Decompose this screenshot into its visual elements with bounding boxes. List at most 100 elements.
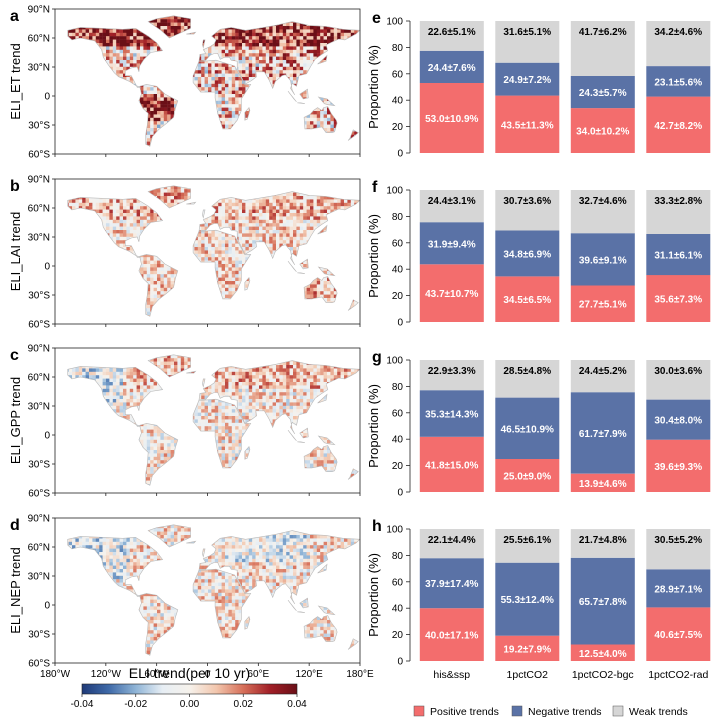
bar-segment-positive-trends bbox=[419, 436, 484, 492]
y-tick-label: 100 bbox=[386, 17, 403, 28]
data-label: 40.6±7.5% bbox=[654, 630, 702, 641]
legend-label: Weak trends bbox=[629, 706, 688, 718]
bar-segment-positive-trends bbox=[646, 96, 711, 153]
colorbar-title: ELI trend(per 10 yr) bbox=[129, 665, 250, 681]
data-label: 65.7±7.8% bbox=[579, 597, 627, 608]
panel-letter: c bbox=[10, 347, 19, 364]
bar-segment-negative-trends bbox=[419, 390, 484, 437]
coastline bbox=[67, 27, 164, 88]
bar-segment-negative-trends bbox=[495, 562, 560, 636]
coastline bbox=[299, 597, 309, 609]
bar-segment-positive-trends bbox=[646, 607, 711, 661]
data-label: 28.5±4.8% bbox=[503, 366, 551, 377]
data-label: 24.4±5.2% bbox=[579, 366, 627, 377]
coastline bbox=[297, 272, 305, 274]
y-tick-label: 80 bbox=[392, 551, 404, 562]
lat-tick-label: 60°N bbox=[28, 34, 50, 45]
data-label: 21.7±4.8% bbox=[579, 535, 627, 546]
y-tick-label: 20 bbox=[392, 291, 404, 302]
coastline bbox=[317, 435, 336, 446]
y-tick-label: 20 bbox=[392, 630, 404, 641]
coastline bbox=[202, 209, 206, 219]
coastline bbox=[297, 102, 305, 104]
data-label: 42.7±8.2% bbox=[654, 121, 702, 132]
y-axis-label: Proportion (%) bbox=[366, 553, 381, 637]
bar-segment-positive-trends bbox=[419, 264, 484, 322]
coastline bbox=[297, 611, 305, 613]
coastline bbox=[347, 468, 359, 480]
lat-tick-label: 90°N bbox=[28, 514, 50, 525]
bar-segment-positive-trends bbox=[570, 108, 635, 153]
bar-segment-positive-trends bbox=[570, 285, 635, 322]
category-label: 1pctCO2-rad bbox=[648, 669, 708, 681]
colorbar-tick-label: -0.04 bbox=[71, 699, 94, 710]
coastline bbox=[303, 276, 338, 303]
y-axis-label: Proportion (%) bbox=[366, 384, 381, 468]
coastline bbox=[138, 423, 179, 486]
y-tick-label: 100 bbox=[386, 525, 403, 536]
y-tick-label: 80 bbox=[392, 382, 404, 393]
bar-segment-weak-trends bbox=[570, 190, 635, 234]
data-label: 32.7±4.6% bbox=[579, 196, 627, 207]
data-label: 34.2±4.6% bbox=[654, 27, 702, 38]
coastline bbox=[317, 54, 328, 65]
bar-segment-weak-trends bbox=[646, 21, 711, 67]
lat-tick-label: 30°S bbox=[28, 291, 50, 302]
bar-segment-negative-trends bbox=[646, 66, 711, 97]
lon-tick-label: 120°E bbox=[295, 669, 323, 680]
lat-tick-label: 0 bbox=[44, 262, 50, 273]
data-label: 23.1±5.6% bbox=[654, 77, 702, 88]
data-label: 39.6±9.1% bbox=[579, 255, 627, 266]
data-label: 25.5±6.1% bbox=[503, 535, 551, 546]
category-label: his&ssp bbox=[433, 669, 470, 681]
trend-raster bbox=[67, 15, 360, 147]
bar-segment-weak-trends bbox=[570, 529, 635, 558]
data-label: 22.6±5.1% bbox=[428, 27, 476, 38]
data-label: 25.0±9.0% bbox=[503, 472, 551, 483]
bar-segment-weak-trends bbox=[495, 21, 560, 63]
data-label: 34.5±6.5% bbox=[503, 295, 551, 306]
lat-tick-label: 30°S bbox=[28, 630, 50, 641]
coastline bbox=[138, 254, 179, 317]
bar-panel-e: 0 20 40 60 80 100 Proportion (%) e 53.0±10.9% 24.… bbox=[366, 10, 711, 160]
coastline bbox=[317, 224, 328, 235]
coastline bbox=[147, 354, 191, 378]
y-tick-label: 40 bbox=[392, 96, 404, 107]
y-tick-label: 100 bbox=[386, 186, 403, 197]
bar-segment-weak-trends bbox=[495, 529, 560, 563]
coastline bbox=[299, 88, 309, 100]
y-axis-label: Proportion (%) bbox=[366, 45, 381, 129]
coastline bbox=[317, 605, 336, 616]
data-label: 30.0±3.6% bbox=[654, 366, 702, 377]
data-label: 37.9±17.4% bbox=[425, 579, 478, 590]
map-panel-c: 90°N 60°N 30°N 0 30°S 60°S c ELI_GPP trend bbox=[8, 344, 361, 500]
bar-segment-weak-trends bbox=[495, 190, 560, 231]
bar-segment-positive-trends bbox=[495, 635, 560, 661]
trend-raster bbox=[67, 524, 360, 656]
data-label: 31.9±9.4% bbox=[428, 239, 476, 250]
coastline bbox=[192, 59, 252, 130]
data-label: 30.7±3.6% bbox=[503, 196, 551, 207]
colorbar-ramp bbox=[81, 683, 298, 695]
legend-swatch bbox=[511, 705, 523, 717]
coastline bbox=[202, 548, 206, 558]
bar-segment-positive-trends bbox=[646, 439, 711, 492]
bar-panel-g: 0 20 40 60 80 100 Proportion (%) g 41.8±15.0% 35.… bbox=[366, 349, 711, 499]
bar-segment-negative-trends bbox=[570, 557, 635, 645]
bar-segment-negative-trends bbox=[419, 222, 484, 265]
data-label: 24.3±5.7% bbox=[579, 88, 627, 99]
bar-segment-positive-trends bbox=[419, 608, 484, 661]
bar-segment-negative-trends bbox=[570, 233, 635, 286]
data-label: 31.1±6.1% bbox=[654, 250, 702, 261]
lat-tick-label: 90°N bbox=[28, 344, 50, 355]
coastline bbox=[67, 197, 164, 258]
data-label: 13.9±4.6% bbox=[579, 479, 627, 490]
bar-segment-negative-trends bbox=[495, 62, 560, 96]
bar-segment-weak-trends bbox=[570, 21, 635, 76]
lon-tick-label: 120°W bbox=[91, 669, 122, 680]
coastline bbox=[317, 96, 336, 107]
y-tick-label: 0 bbox=[397, 657, 403, 668]
bar-segment-negative-trends bbox=[419, 50, 484, 83]
map-ylabel: ELI_GPP trend bbox=[8, 377, 23, 464]
